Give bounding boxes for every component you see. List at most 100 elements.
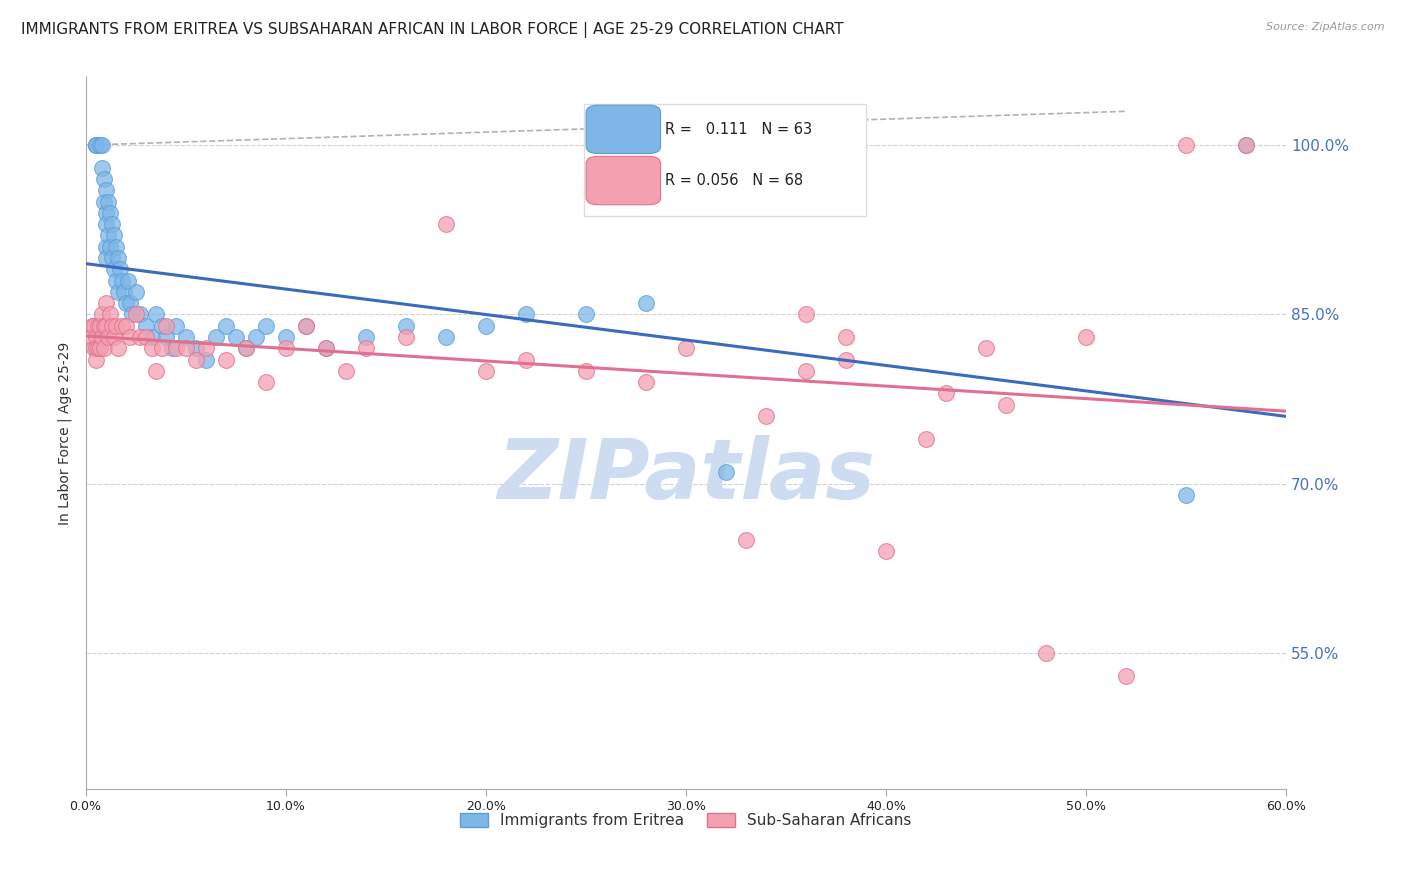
Point <box>1174 488 1197 502</box>
Point <box>83 318 105 333</box>
Point <box>395 330 418 344</box>
Point <box>245 330 267 344</box>
Point <box>104 274 127 288</box>
Point <box>84 138 107 153</box>
Point <box>97 228 120 243</box>
Point <box>135 318 157 333</box>
Point <box>150 318 173 333</box>
Point <box>974 342 997 356</box>
Point <box>90 330 112 344</box>
Point <box>184 342 207 356</box>
Point <box>103 262 125 277</box>
Point <box>474 318 496 333</box>
Text: Source: ZipAtlas.com: Source: ZipAtlas.com <box>1267 22 1385 32</box>
Point <box>93 318 115 333</box>
Point <box>515 352 537 367</box>
Point <box>184 352 207 367</box>
Point <box>103 228 125 243</box>
Point <box>93 172 115 186</box>
Point <box>114 318 136 333</box>
Point <box>90 138 112 153</box>
Point <box>174 330 197 344</box>
Point <box>117 274 139 288</box>
FancyBboxPatch shape <box>586 156 661 205</box>
Point <box>104 318 127 333</box>
Point <box>1174 138 1197 153</box>
Point <box>110 274 132 288</box>
Y-axis label: In Labor Force | Age 25-29: In Labor Force | Age 25-29 <box>58 342 72 524</box>
Point <box>634 375 657 389</box>
Point <box>254 375 277 389</box>
Point <box>89 138 111 153</box>
Point <box>214 318 236 333</box>
Point <box>93 342 115 356</box>
Point <box>84 138 107 153</box>
Point <box>94 206 117 220</box>
Point <box>94 318 117 333</box>
Point <box>354 330 377 344</box>
Point <box>84 330 107 344</box>
Point <box>107 251 129 265</box>
Point <box>315 342 337 356</box>
Point <box>124 285 146 299</box>
Point <box>98 240 121 254</box>
Point <box>145 308 167 322</box>
Point <box>315 342 337 356</box>
Point <box>141 330 163 344</box>
Text: ZIPatlas: ZIPatlas <box>496 435 875 516</box>
Point <box>86 318 108 333</box>
Point <box>835 352 858 367</box>
Point <box>93 194 115 209</box>
Point <box>1234 138 1257 153</box>
Point <box>114 296 136 310</box>
Point <box>86 342 108 356</box>
Point <box>914 432 936 446</box>
Point <box>714 466 737 480</box>
Point <box>235 342 257 356</box>
Point <box>274 342 297 356</box>
Point <box>124 308 146 322</box>
Point <box>89 318 111 333</box>
Point <box>100 318 122 333</box>
Point <box>150 342 173 356</box>
Point <box>225 330 247 344</box>
Point <box>90 161 112 175</box>
Point <box>165 342 187 356</box>
Point <box>83 342 105 356</box>
Point <box>515 308 537 322</box>
Point <box>794 308 817 322</box>
Point <box>634 296 657 310</box>
Point <box>141 342 163 356</box>
Point <box>675 342 697 356</box>
Point <box>94 183 117 197</box>
Point <box>118 330 141 344</box>
Point <box>204 330 226 344</box>
Point <box>1115 668 1137 682</box>
Point <box>128 330 150 344</box>
Point <box>112 285 135 299</box>
Point <box>155 318 177 333</box>
Point <box>194 342 217 356</box>
Point <box>434 217 457 231</box>
Point <box>214 352 236 367</box>
Point <box>755 409 778 423</box>
Point <box>94 296 117 310</box>
Point <box>734 533 756 548</box>
Legend: Immigrants from Eritrea, Sub-Saharan Africans: Immigrants from Eritrea, Sub-Saharan Afr… <box>454 806 917 834</box>
Point <box>84 352 107 367</box>
Point <box>84 342 107 356</box>
Point <box>94 251 117 265</box>
Point <box>474 364 496 378</box>
Point <box>575 364 598 378</box>
Point <box>165 318 187 333</box>
Point <box>110 318 132 333</box>
Point <box>98 308 121 322</box>
Point <box>875 544 897 558</box>
Point <box>97 194 120 209</box>
Point <box>90 308 112 322</box>
Point <box>100 217 122 231</box>
Point <box>835 330 858 344</box>
Point <box>160 342 183 356</box>
Point <box>89 342 111 356</box>
Point <box>294 318 316 333</box>
